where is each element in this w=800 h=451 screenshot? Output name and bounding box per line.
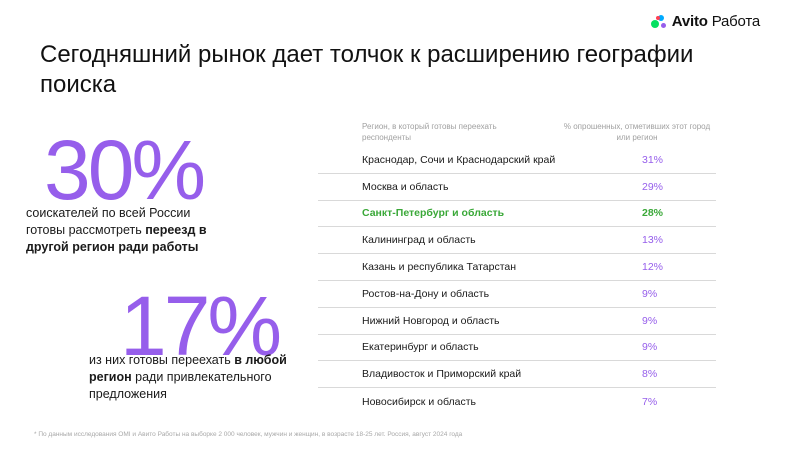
region-name: Екатеринбург и область xyxy=(362,341,479,354)
region-name: Казань и республика Татарстан xyxy=(362,261,517,274)
region-percent: 9% xyxy=(642,341,658,354)
region-name: Владивосток и Приморский край xyxy=(362,368,522,381)
stat-30-description: соискателей по всей России готовы рассмо… xyxy=(26,206,207,254)
table-row: Казань и республика Татарстан 12% xyxy=(318,254,716,281)
footnote: * По данным исследования OMI и Авито Раб… xyxy=(34,431,463,438)
slide-title: Сегодняшний рынок дает толчок к расширен… xyxy=(40,41,694,98)
avito-logo: Avito Работа xyxy=(650,13,760,30)
region-name: Калининград и область xyxy=(362,234,476,247)
table-header: Регион, в который готовы переехать респо… xyxy=(318,121,716,147)
table-row: Владивосток и Приморский край 8% xyxy=(318,361,716,389)
table-body: Краснодар, Сочи и Краснодарский край 31% М… xyxy=(318,147,716,415)
region-percent: 9% xyxy=(642,314,658,327)
table-row: Нижний Новгород и область 9% xyxy=(318,308,716,335)
region-name: Москва и область xyxy=(362,180,449,193)
logo-text: Avito Работа xyxy=(671,13,760,30)
stat-30-value: 30% xyxy=(44,123,206,217)
region-name: Санкт-Петербург и область xyxy=(362,207,505,220)
stat-17-value: 17% xyxy=(120,279,282,373)
region-name: Нижний Новгород и область xyxy=(362,314,500,327)
table-row: Санкт-Петербург и область 28% xyxy=(318,201,716,228)
region-name: Новосибирск и область xyxy=(362,395,476,408)
table-row: Новосибирск и область 7% xyxy=(318,388,716,415)
table-row: Калининград и область 13% xyxy=(318,227,716,255)
column-header-region: Регион, в который готовы переехать респо… xyxy=(362,122,497,142)
table-row: Москва и область 29% xyxy=(318,174,716,201)
column-header-percent: % опрошенных, отметивших этот город или … xyxy=(563,122,711,142)
table-row: Екатеринбург и область 9% xyxy=(318,335,716,362)
region-percent: 12% xyxy=(642,261,664,274)
region-percent: 7% xyxy=(642,395,658,408)
regions-table: Регион, в который готовы переехать респо… xyxy=(318,121,716,415)
region-percent: 28% xyxy=(642,207,664,220)
region-percent: 29% xyxy=(642,180,664,193)
stat-17-description: из них готовы переехать в любой регион р… xyxy=(89,353,287,401)
table-row: Ростов-на-Дону и область 9% xyxy=(318,281,716,308)
table-row: Краснодар, Сочи и Краснодарский край 31% xyxy=(318,147,716,174)
region-percent: 9% xyxy=(642,287,658,300)
region-name: Ростов-на-Дону и область xyxy=(362,287,490,300)
region-percent: 31% xyxy=(642,153,664,166)
region-percent: 8% xyxy=(642,368,658,381)
region-name: Краснодар, Сочи и Краснодарский край xyxy=(362,153,556,166)
region-percent: 13% xyxy=(642,234,664,247)
avito-dots-icon xyxy=(650,14,667,29)
